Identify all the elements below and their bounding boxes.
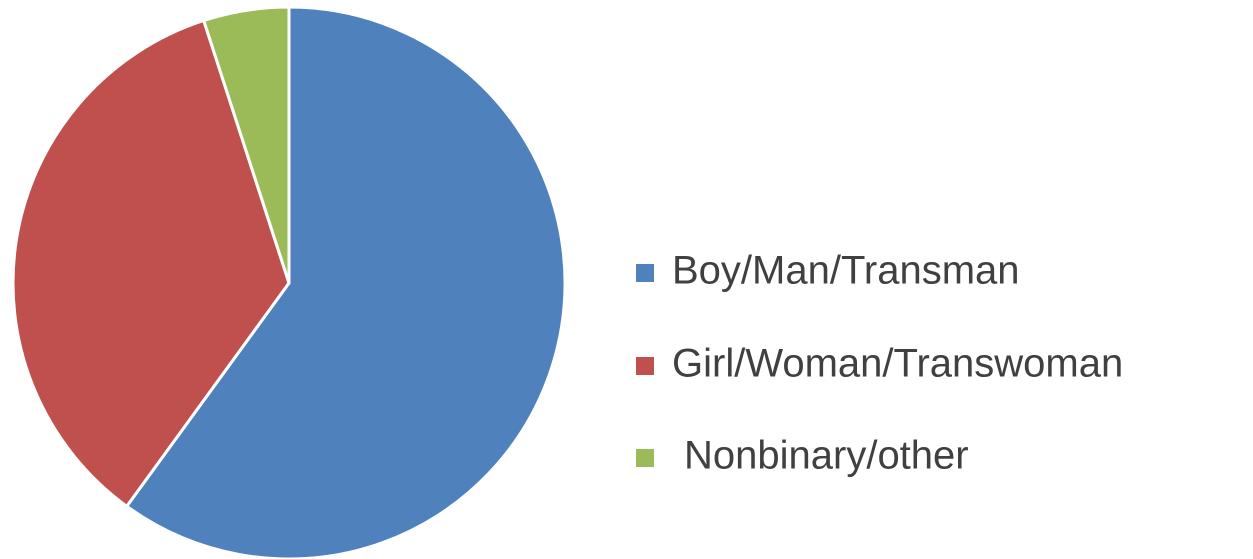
legend-swatch [636, 449, 654, 467]
legend-label: Girl/Woman/Transwoman [672, 342, 1123, 386]
legend-label: Nonbinary/other [684, 434, 969, 478]
pie-slice [125, 5, 567, 559]
legend-label: Boy/Man/Transman [672, 249, 1020, 293]
pie-slice [202, 5, 291, 285]
legend-swatch [636, 264, 654, 282]
legend-swatch [636, 357, 654, 375]
pie-slice [11, 19, 291, 508]
